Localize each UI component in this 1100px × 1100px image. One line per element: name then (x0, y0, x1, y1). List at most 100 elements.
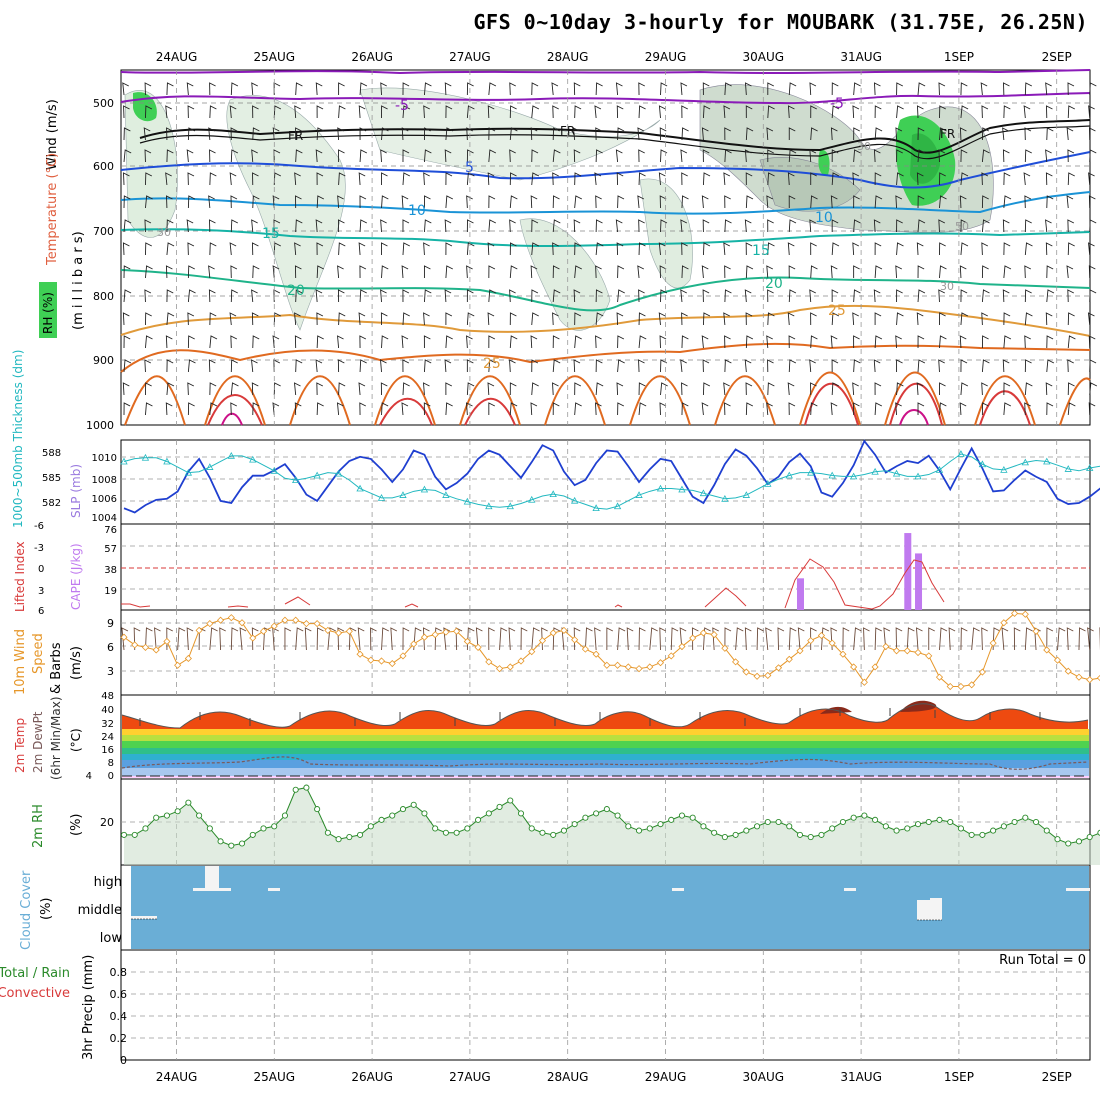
wind-barb (1089, 359, 1097, 373)
wind-barb (745, 382, 753, 396)
wind-barb (1024, 265, 1032, 279)
wind-barb (1046, 289, 1055, 303)
rh2m-point (281, 812, 289, 819)
wind-barb (466, 195, 473, 209)
wind-barb (960, 382, 969, 396)
wind-barb (552, 402, 560, 416)
label-dewpt2m: 2m DewPt (31, 711, 45, 773)
wind-barb (509, 242, 517, 256)
wind-speed-point (345, 627, 353, 635)
wind-barb (423, 127, 431, 141)
wind-barb (252, 402, 260, 416)
wind-barb (724, 149, 732, 163)
wind-barb (896, 105, 904, 119)
wind-barb (123, 149, 132, 163)
label-cloud-unit: (%) (39, 898, 54, 921)
wind-barb (251, 149, 258, 163)
wind-barb (166, 312, 175, 326)
wind-barb (1087, 312, 1095, 326)
wind10m-barb (702, 627, 711, 651)
wind-barb (208, 219, 216, 233)
wind-barb (1003, 335, 1012, 349)
wind-barb (229, 242, 237, 256)
wind-barb (252, 265, 260, 279)
wind-barb (1067, 402, 1076, 416)
wind-speed-point (560, 626, 568, 634)
rh2m-point (335, 836, 342, 843)
wind-speed-point (163, 637, 171, 646)
wind-speed-point (377, 657, 386, 665)
wind-barb (767, 82, 775, 95)
wind-barb (830, 195, 838, 209)
wind-barb (701, 195, 709, 209)
wind-barb (530, 127, 538, 141)
temp-minmax-ticks (139, 708, 1041, 726)
wind-barb (1088, 242, 1095, 256)
wind-barb (145, 195, 153, 209)
wind10m-barbs (121, 627, 1100, 651)
wind-barb (466, 335, 473, 349)
wind-barb (659, 335, 667, 349)
ytick-900: 900 (93, 354, 114, 367)
rh2m-point (904, 825, 911, 832)
wind10m-barb (348, 627, 357, 651)
wind-barb (444, 219, 452, 233)
wind-barb (315, 219, 323, 233)
wind-speed-point (238, 619, 246, 627)
wind-barb (530, 335, 538, 349)
label-temp2m: 2m Temp (13, 718, 27, 773)
wind-barb (144, 219, 152, 233)
wind-barb (853, 149, 861, 163)
bottom-date-label: 29AUG (645, 1070, 687, 1084)
wind-barb (724, 127, 731, 141)
wind-barb (380, 219, 387, 233)
wind-barb (981, 219, 990, 233)
ytick-700: 700 (93, 225, 114, 238)
wind-barb (338, 172, 346, 186)
wind-barb (1024, 289, 1032, 303)
wind-speed-point (603, 661, 611, 669)
wind10m-barb (895, 627, 903, 651)
wind-barb (445, 335, 453, 349)
wind-barb (530, 195, 538, 209)
wind-barb (788, 402, 796, 416)
wind-barb (573, 149, 581, 163)
wind-barb (402, 382, 410, 396)
wind-barb (702, 172, 711, 186)
wind-barb (509, 127, 518, 141)
wind-barb (788, 219, 797, 233)
wind10m-barb (209, 627, 218, 651)
wind-barb (766, 195, 774, 209)
wind-barb (358, 312, 366, 326)
wind-speed-point (538, 637, 547, 645)
thickness-point (807, 468, 815, 476)
wind10m-barb (1066, 627, 1074, 651)
slp-tick-1006: 1006 (92, 494, 117, 505)
rh2m-panel (120, 784, 1100, 865)
wind-barb (595, 265, 602, 279)
rh2m-point (786, 823, 793, 830)
wind-barb (273, 149, 281, 163)
slp-tick-1004: 1004 (92, 513, 117, 524)
wind-barb (145, 402, 153, 416)
top-date-label: 2SEP (1042, 50, 1072, 64)
wind-barb (1067, 335, 1076, 349)
rh2m-point (314, 806, 321, 813)
wind-barb (187, 382, 195, 396)
wind-barb (767, 242, 775, 256)
wind-barb (595, 219, 603, 233)
wind10m-barb (121, 627, 129, 651)
wind-barb (615, 149, 623, 163)
rh2m-point (850, 814, 857, 821)
wind-speed-point (442, 628, 450, 636)
wind-barb (230, 382, 239, 396)
wind-barb (445, 242, 453, 256)
wind-barb (144, 149, 152, 163)
wind-barb (509, 149, 516, 163)
wind-barb (381, 242, 388, 256)
label-20-a: 20 (287, 283, 305, 299)
wind-barb (1045, 382, 1053, 396)
wind-barb (853, 127, 860, 141)
wind-barb (896, 312, 904, 326)
wind-barb (917, 359, 926, 373)
